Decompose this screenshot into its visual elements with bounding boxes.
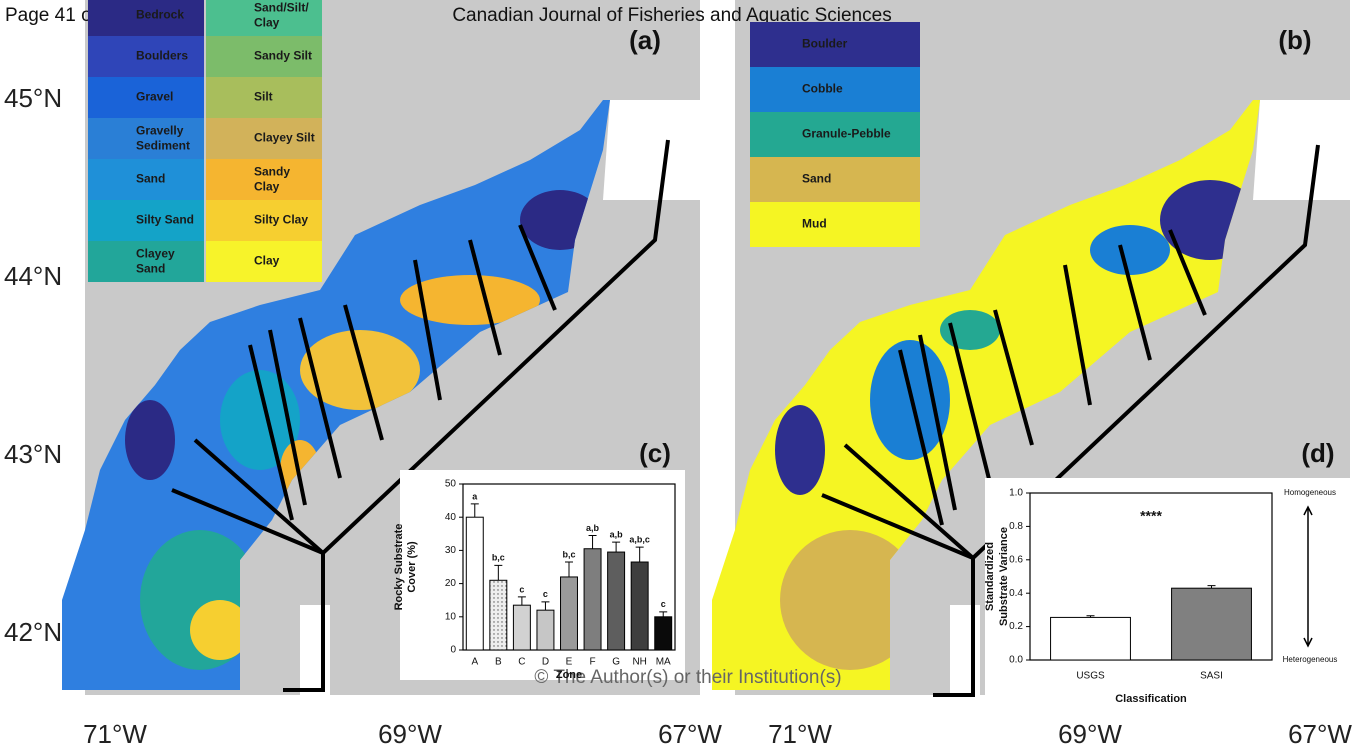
latitude-label: 44°N bbox=[4, 261, 62, 291]
bar bbox=[584, 549, 601, 650]
longitude-label: 71°W bbox=[83, 719, 147, 749]
legend-label: Silt bbox=[254, 90, 273, 104]
longitude-label: 67°W bbox=[658, 719, 722, 749]
bar bbox=[1051, 617, 1131, 660]
x-tick-label: D bbox=[542, 657, 549, 668]
significance-label: c bbox=[661, 599, 666, 609]
scale-label: Heterogeneous bbox=[1283, 655, 1338, 664]
outside bbox=[300, 605, 330, 695]
outside bbox=[950, 605, 980, 695]
legend-label: Boulder bbox=[802, 37, 848, 51]
y-tick-label: 40 bbox=[445, 512, 457, 523]
legend-label: Cobble bbox=[802, 82, 843, 96]
longitude-label: 67°W bbox=[1288, 719, 1352, 749]
legend-label: Bedrock bbox=[136, 8, 184, 22]
y-tick-label: 20 bbox=[445, 578, 457, 589]
outside bbox=[1253, 100, 1350, 200]
bar bbox=[490, 580, 507, 650]
inset-d bbox=[985, 478, 1350, 708]
x-tick-label: MA bbox=[656, 657, 671, 668]
bar bbox=[655, 617, 672, 650]
legend-label: Sandy Silt bbox=[254, 49, 312, 63]
y-tick-label: 10 bbox=[445, 611, 457, 622]
legend-label: Mud bbox=[802, 217, 827, 231]
significance-label: a,b,c bbox=[629, 534, 650, 544]
legend-label: Boulders bbox=[136, 49, 188, 63]
significance-label: b,c bbox=[492, 553, 505, 563]
y-tick-label: 0.4 bbox=[1009, 588, 1023, 599]
y-tick-label: 50 bbox=[445, 479, 457, 490]
legend-label: Clayey Silt bbox=[254, 131, 315, 145]
scale-label: Homogeneous bbox=[1284, 488, 1336, 497]
annotation: **** bbox=[1140, 508, 1162, 524]
longitude-label: 69°W bbox=[378, 719, 442, 749]
x-tick-label: A bbox=[471, 657, 478, 668]
y-tick-label: 30 bbox=[445, 545, 457, 556]
legend-label: Silty Sand bbox=[136, 213, 194, 227]
x-tick-label: C bbox=[518, 657, 525, 668]
legend-swatch bbox=[750, 202, 920, 247]
significance-label: b,c bbox=[562, 549, 575, 559]
y-tick-label: 1.0 bbox=[1009, 488, 1023, 499]
x-tick-label: B bbox=[495, 657, 502, 668]
figure: Page 41 of 46 Canadian Journal of Fisher… bbox=[0, 0, 1362, 750]
y-tick-label: 0.6 bbox=[1009, 554, 1023, 565]
x-tick-label: NH bbox=[632, 657, 646, 668]
bar bbox=[466, 517, 483, 650]
bar bbox=[513, 605, 530, 650]
significance-label: c bbox=[519, 584, 524, 594]
legend-label: Sand bbox=[802, 172, 831, 186]
latitude-label: 45°N bbox=[4, 83, 62, 113]
x-tick-label: USGS bbox=[1076, 671, 1105, 682]
latitude-label: 43°N bbox=[4, 439, 62, 469]
x-tick-label: G bbox=[612, 657, 620, 668]
latitude-label: 42°N bbox=[4, 617, 62, 647]
significance-label: c bbox=[543, 589, 548, 599]
legend-label: Gravel bbox=[136, 90, 173, 104]
panel-label: (d) bbox=[1301, 438, 1334, 468]
legend-label: Sand bbox=[136, 172, 165, 186]
x-tick-label: SASI bbox=[1200, 671, 1223, 682]
significance-label: a,b bbox=[586, 523, 600, 533]
significance-label: a,b bbox=[610, 529, 624, 539]
panel-label: (c) bbox=[639, 438, 671, 468]
y-tick-label: 0.2 bbox=[1009, 621, 1023, 632]
longitude-label: 71°W bbox=[768, 719, 832, 749]
x-axis-title: Classification bbox=[1115, 693, 1187, 705]
outside bbox=[603, 100, 700, 200]
bar bbox=[1172, 588, 1252, 660]
bar bbox=[608, 552, 625, 650]
y-tick-label: 0.8 bbox=[1009, 521, 1023, 532]
longitude-label: 69°W bbox=[1058, 719, 1122, 749]
x-tick-label: F bbox=[590, 657, 596, 668]
x-tick-label: E bbox=[566, 657, 573, 668]
y-tick-label: 0 bbox=[450, 645, 456, 656]
legend-label: Granule-Pebble bbox=[802, 127, 891, 141]
x-axis-title: Zone bbox=[556, 669, 582, 681]
y-tick-label: 0.0 bbox=[1009, 655, 1023, 666]
panel-label: (a) bbox=[629, 25, 661, 55]
panel-label: (b) bbox=[1278, 25, 1311, 55]
bar bbox=[561, 577, 578, 650]
legend-swatch bbox=[750, 157, 920, 202]
bar bbox=[631, 562, 648, 650]
legend-label: Clay bbox=[254, 254, 280, 268]
bar bbox=[537, 610, 554, 650]
legend-label: Silty Clay bbox=[254, 213, 308, 227]
